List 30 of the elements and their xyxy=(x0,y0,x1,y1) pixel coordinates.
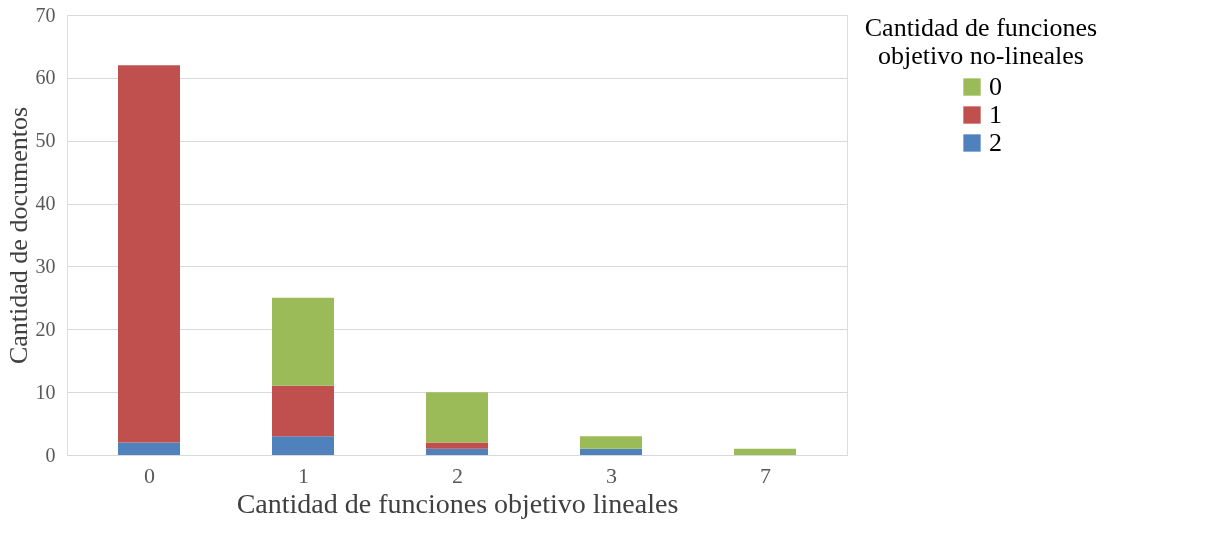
y-axis-title: Cantidad de documentos xyxy=(3,106,33,365)
bar xyxy=(272,385,334,437)
y-tick-label: 0 xyxy=(45,443,56,466)
bar xyxy=(426,392,488,443)
x-tick-label: 0 xyxy=(144,462,155,488)
y-tick-label: 20 xyxy=(35,317,56,340)
x-tick-label: 3 xyxy=(606,462,617,488)
legend-title: Cantidad de funciones objetivo no-lineales xyxy=(864,13,1098,70)
x-tick-label: 1 xyxy=(298,462,309,488)
legend-label: 1 xyxy=(989,100,1002,129)
x-tick-label: 7 xyxy=(760,462,771,488)
bar xyxy=(426,448,488,455)
bar xyxy=(272,297,334,386)
bar xyxy=(426,442,488,449)
bar xyxy=(118,65,180,443)
y-tick-label: 50 xyxy=(35,129,56,152)
y-tick-label: 60 xyxy=(35,66,56,89)
y-tick-label: 30 xyxy=(35,254,56,277)
bar xyxy=(734,448,796,455)
x-axis-title: Cantidad de funciones objetivo lineales xyxy=(236,487,679,519)
y-tick-label: 40 xyxy=(35,192,56,215)
x-tick-label: 2 xyxy=(452,462,463,488)
legend-label: 2 xyxy=(989,128,1002,157)
bar xyxy=(580,448,642,455)
bar xyxy=(580,436,642,449)
legend-label: 0 xyxy=(989,72,1002,101)
bar xyxy=(118,442,180,455)
y-tick-label: 10 xyxy=(35,380,56,403)
bar xyxy=(272,436,334,455)
y-tick-label: 70 xyxy=(35,3,56,26)
